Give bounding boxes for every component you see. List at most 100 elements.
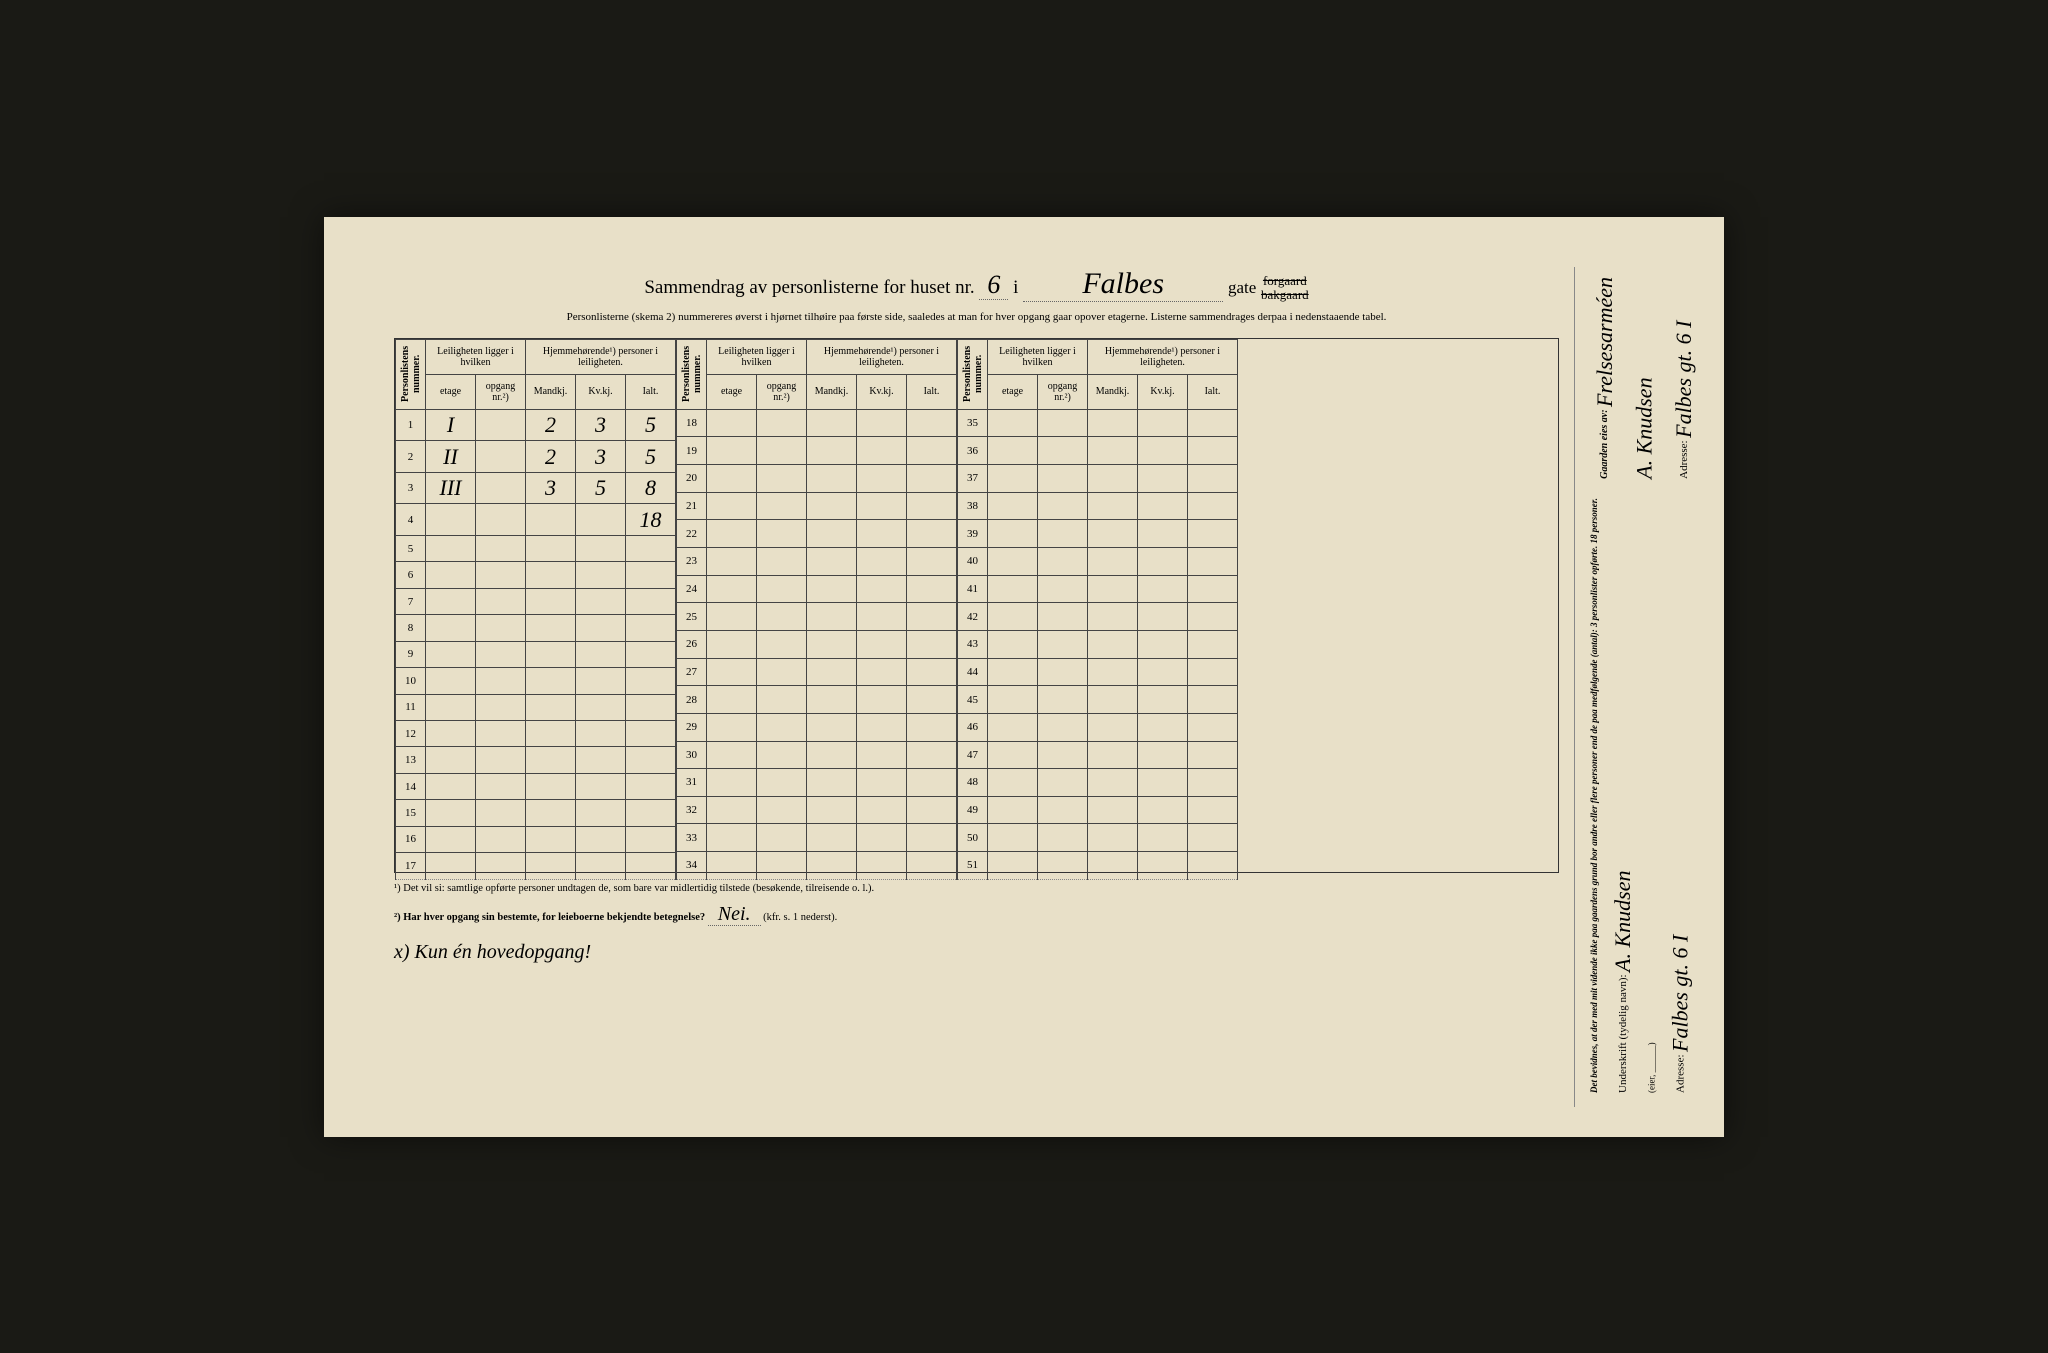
row-number: 47 [958,741,988,769]
cell-opgang [757,409,807,437]
bottom-handwritten-note: x) Kun én hovedopgang! [394,936,1559,968]
cell-kvkj [857,741,907,769]
cell-ialt [626,721,676,747]
cell-kvkj [576,641,626,667]
table-row: 3 III 3 5 8 [396,472,676,504]
cell-kvkj [1138,409,1188,437]
row-number: 46 [958,713,988,741]
cell-ialt [907,824,957,852]
header-etage: etage [988,374,1038,409]
cell-ialt [907,741,957,769]
cell-etage [707,741,757,769]
cell-mandkj [526,694,576,720]
row-number: 17 [396,853,426,880]
row-number: 33 [677,824,707,852]
cell-ialt [1188,852,1238,880]
header-mandkj: Mandkj. [1088,374,1138,409]
cell-kvkj [857,437,907,465]
header-ialt: Ialt. [1188,374,1238,409]
table-row: 45 [958,686,1238,714]
cell-mandkj [1088,492,1138,520]
cell-opgang [476,853,526,880]
row-number: 5 [396,535,426,561]
row-number: 42 [958,603,988,631]
table-row: 27 [677,658,957,686]
cell-opgang [1038,852,1088,880]
house-number: 6 [979,270,1008,300]
cell-kvkj [857,796,907,824]
cell-etage [988,630,1038,658]
cell-kvkj [576,773,626,799]
cell-opgang [476,641,526,667]
cell-opgang [476,409,526,441]
cell-ialt [626,694,676,720]
cell-kvkj [857,575,907,603]
header-mandkj: Mandkj. [526,374,576,409]
cell-opgang [1038,409,1088,437]
table-row: 11 [396,694,676,720]
table-row: 19 [677,437,957,465]
footnote-1: ¹) Det vil si: samtlige opførte personer… [394,881,1559,898]
row-number: 7 [396,588,426,614]
cell-ialt [907,492,957,520]
table-row: 36 [958,437,1238,465]
cell-mandkj [807,409,857,437]
cell-ialt [907,796,957,824]
table-row: 32 [677,796,957,824]
cell-opgang [757,852,807,880]
header-hjemmehorende: Hjemmehørende¹) personer i leiligheten. [526,339,676,374]
cell-mandkj: 3 [526,472,576,504]
table-row: 28 [677,686,957,714]
header-hjemmehorende: Hjemmehørende¹) personer i leiligheten. [1088,339,1238,374]
cell-ialt [1188,630,1238,658]
cell-etage [426,826,476,852]
cell-etage [426,535,476,561]
cell-opgang [757,824,807,852]
table-row: 49 [958,796,1238,824]
cell-opgang [1038,492,1088,520]
cell-etage [707,686,757,714]
header-kvkj: Kv.kj. [857,374,907,409]
table-row: 48 [958,769,1238,797]
cell-ialt [626,826,676,852]
cell-ialt [1188,575,1238,603]
sidebar: Gaarden eies av: Frelsesarméen A. Knudse… [1574,267,1664,1107]
cell-kvkj [1138,769,1188,797]
header-mandkj: Mandkj. [807,374,857,409]
table-row: 41 [958,575,1238,603]
cell-etage [707,465,757,493]
row-number: 41 [958,575,988,603]
cell-mandkj [1088,741,1138,769]
table-row: 8 [396,615,676,641]
street-name: Falbes [1023,267,1223,302]
header-etage: etage [426,374,476,409]
header-personlistens: Personlistens nummer. [958,339,988,409]
cell-mandkj [807,852,857,880]
cell-ialt: 18 [626,504,676,536]
cell-etage [707,548,757,576]
cell-opgang [757,769,807,797]
cell-etage [988,741,1038,769]
cell-ialt: 5 [626,441,676,473]
row-number: 27 [677,658,707,686]
cell-etage [426,615,476,641]
sidebar-witness-block: Det bevidnes, at der med mit vidende ikk… [1585,498,1664,1093]
row-number: 38 [958,492,988,520]
cell-kvkj [857,548,907,576]
row-number: 37 [958,465,988,493]
cell-opgang [757,741,807,769]
row-number: 16 [396,826,426,852]
cell-opgang [757,520,807,548]
cell-opgang [757,575,807,603]
cell-opgang [476,615,526,641]
cell-etage [426,773,476,799]
row-number: 3 [396,472,426,504]
cell-ialt [1188,548,1238,576]
cell-mandkj [807,658,857,686]
cell-ialt [626,615,676,641]
cell-etage [988,548,1038,576]
title-prefix: Sammendrag av personlisterne for huset n… [644,277,974,298]
cell-etage [426,721,476,747]
cell-etage [426,694,476,720]
cell-ialt [1188,658,1238,686]
